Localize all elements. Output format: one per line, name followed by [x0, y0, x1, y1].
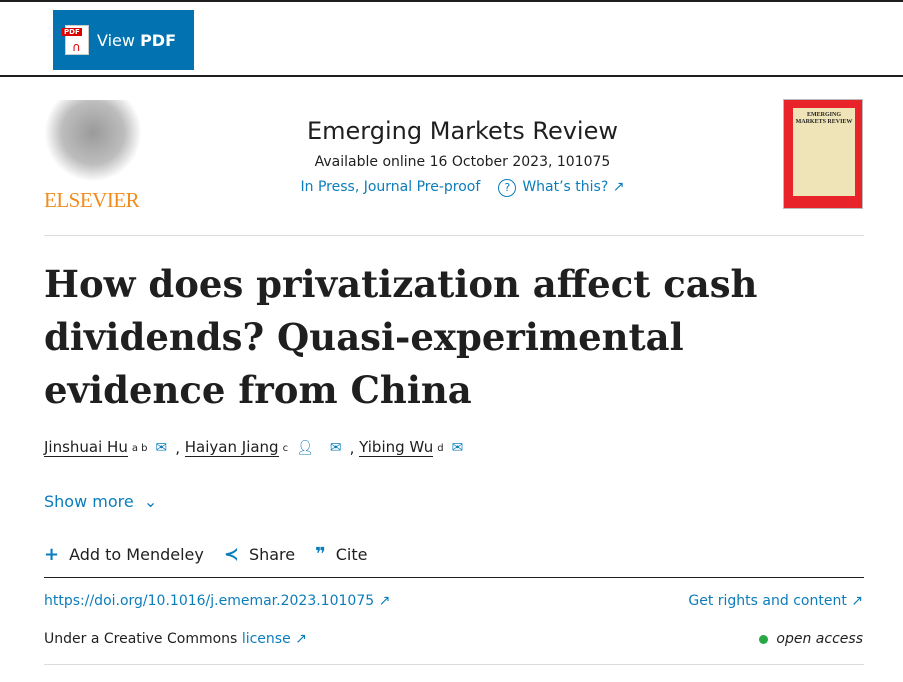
license-info: Under a Creative Commons license ↗: [44, 631, 307, 647]
email-icon[interactable]: ✉: [155, 440, 168, 456]
whats-this-link[interactable]: ? What’s this? ↗: [498, 179, 624, 197]
external-link-icon: ↗: [295, 631, 307, 647]
quote-icon: ❞: [315, 544, 326, 565]
author-link[interactable]: Yibing Wu: [359, 438, 434, 457]
journal-cover[interactable]: EMERGING MARKETS REVIEW: [783, 99, 863, 209]
tree-logo-icon: [44, 100, 142, 182]
external-link-icon: ↗: [851, 593, 863, 609]
journal-title-link[interactable]: Emerging Markets Review: [307, 117, 618, 145]
rights-link[interactable]: Get rights and content ↗: [688, 593, 863, 609]
chevron-down-icon: ⌄: [143, 492, 158, 511]
doi-link[interactable]: https://doi.org/10.1016/j.ememar.2023.10…: [44, 593, 391, 609]
cite-button[interactable]: ❞ Cite: [315, 544, 368, 565]
divider: [44, 664, 864, 665]
article-title: How does privatization affect cash divid…: [44, 262, 758, 412]
open-access-dot-icon: [759, 634, 769, 644]
person-icon[interactable]: 👤︎: [296, 440, 314, 456]
author-link[interactable]: Haiyan Jiang: [184, 438, 279, 457]
external-link-icon: ↗: [612, 179, 625, 195]
open-access-badge: open access: [759, 631, 863, 647]
add-to-mendeley-button[interactable]: + Add to Mendeley: [44, 544, 204, 565]
share-button[interactable]: ≺ Share: [223, 544, 296, 565]
share-icon: ≺: [223, 544, 239, 565]
help-icon: ?: [498, 179, 517, 197]
available-online: Available online 16 October 2023, 101075: [314, 154, 611, 170]
top-bar: PDF ∩ View PDF: [0, 2, 903, 77]
elsevier-logo[interactable]: ELSEVIER: [44, 100, 144, 212]
plus-icon: +: [44, 544, 60, 565]
divider: [44, 235, 864, 236]
email-icon[interactable]: ✉: [451, 440, 464, 456]
divider: [44, 577, 864, 578]
view-pdf-button[interactable]: PDF ∩ View PDF: [53, 10, 194, 70]
author-link[interactable]: Jinshuai Hu: [44, 438, 128, 457]
email-icon[interactable]: ✉: [329, 440, 342, 456]
in-press-link[interactable]: In Press, Journal Pre-proof: [300, 179, 481, 195]
external-link-icon: ↗: [378, 593, 391, 609]
license-link[interactable]: license ↗: [241, 631, 307, 647]
show-more-button[interactable]: Show more ⌄: [44, 492, 158, 511]
pdf-icon: PDF ∩: [62, 25, 89, 55]
author-list: Jinshuai Hu a b ✉, Haiyan Jiang c 👤︎ ✉, Yi…: [44, 438, 464, 457]
